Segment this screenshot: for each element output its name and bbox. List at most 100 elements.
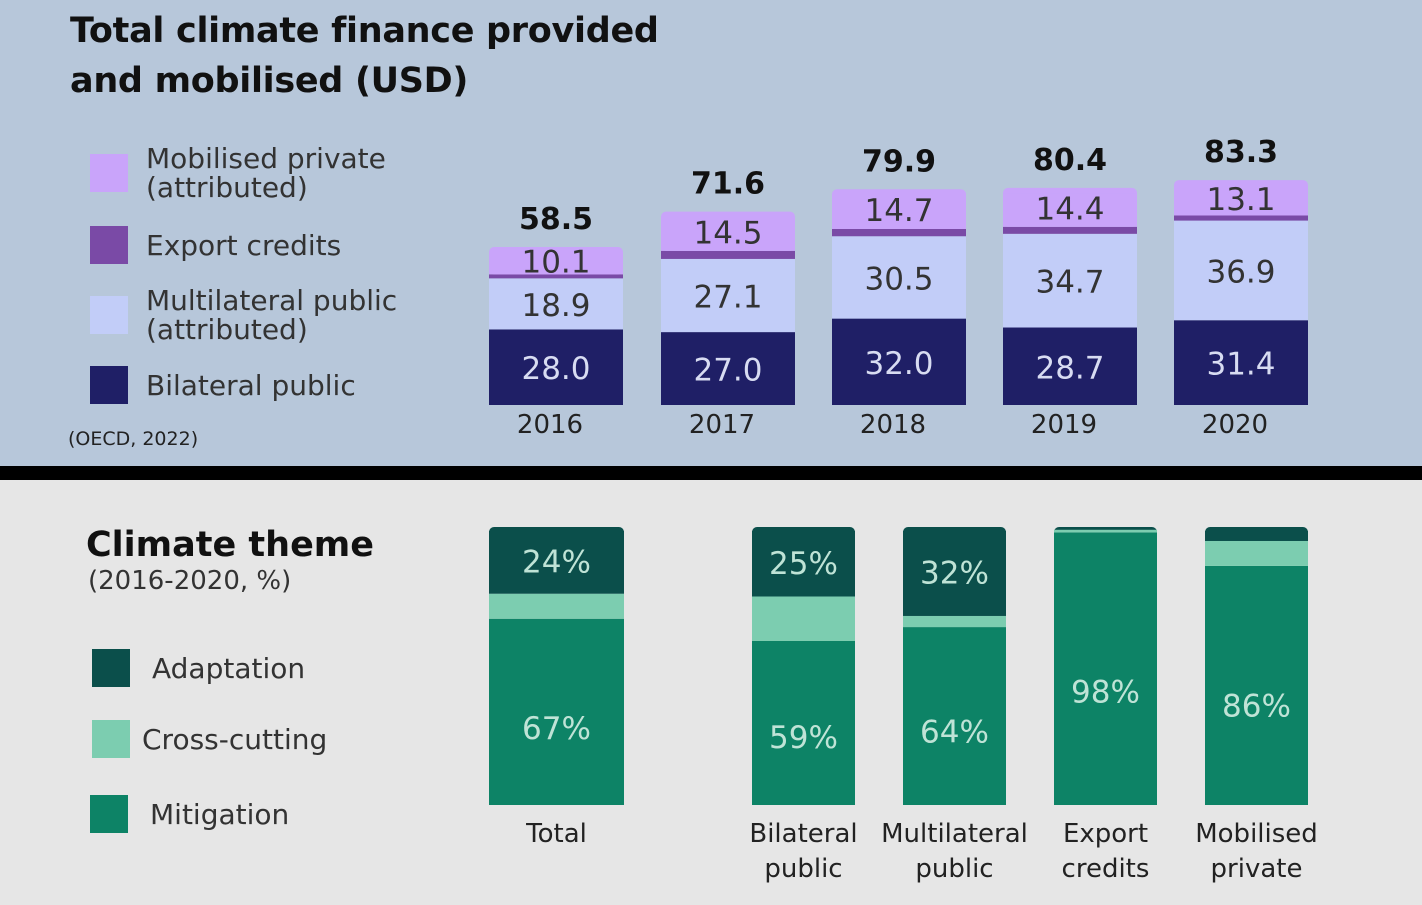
theme-bar-mobilised-private-series-2 xyxy=(1205,531,1308,541)
bar-2017-series-0 xyxy=(661,332,795,405)
bar-2018-series-1 xyxy=(832,236,966,319)
theme-value-label-multilateral-public-0: 64% xyxy=(920,714,989,750)
legend-swatch-crosscutting xyxy=(92,720,130,758)
legend-label-multilateral-line1: Multilateral public xyxy=(146,284,398,317)
value-label-2019-0: 28.7 xyxy=(1035,350,1104,386)
total-label-2017: 71.6 xyxy=(691,167,765,202)
legend-multilateral-public: Multilateral public (attributed) xyxy=(90,286,397,344)
legend-mobilised-private: Mobilised private (attributed) xyxy=(90,144,386,202)
theme-bar-export-credits-series-1 xyxy=(1054,529,1157,533)
legend-bilateral-public: Bilateral public xyxy=(90,366,356,404)
theme-bar-multilateral-public-series-0 xyxy=(903,627,1006,805)
theme-x-tick-bilateral-public-0: Bilateral xyxy=(749,819,857,849)
legend-swatch-mobilised xyxy=(90,154,128,192)
bar-2016-series-2 xyxy=(489,274,623,279)
total-label-2019: 80.4 xyxy=(1033,143,1107,178)
value-label-2018-3: 14.7 xyxy=(864,193,933,229)
legend-label-mobilised-line2: (attributed) xyxy=(146,171,308,204)
bar-2020-series-1 xyxy=(1174,220,1308,321)
theme-bar-bilateral-public-series-1 xyxy=(752,596,855,641)
bar-2016-series-0 xyxy=(489,329,623,405)
bar-2019-series-2 xyxy=(1003,226,1137,234)
value-label-2016-0: 28.0 xyxy=(521,351,590,387)
theme-value-label-total-2: 24% xyxy=(522,544,591,580)
value-label-2019-3: 14.4 xyxy=(1035,191,1104,227)
theme-x-tick-export-credits-0: Export xyxy=(1063,819,1148,849)
value-label-2020-3: 13.1 xyxy=(1206,182,1275,218)
value-label-2016-1: 18.9 xyxy=(521,288,590,324)
theme-value-label-export-credits-0: 98% xyxy=(1071,675,1140,711)
theme-bar-total-series-1 xyxy=(489,593,624,619)
finance-title: Total climate finance provided and mobil… xyxy=(70,6,670,106)
theme-x-tick-export-credits-1: credits xyxy=(1062,854,1150,884)
theme-x-tick-multilateral-public-0: Multilateral xyxy=(881,819,1028,849)
bar-2020-series-2 xyxy=(1174,215,1308,221)
total-label-2018: 79.9 xyxy=(862,144,936,179)
theme-subtitle: (2016-2020, %) xyxy=(88,566,292,596)
theme-bar-multilateral-public-series-1 xyxy=(903,615,1006,628)
bar-2016-series-3-fill xyxy=(489,253,623,275)
bar-2017-series-2 xyxy=(661,250,795,259)
theme-value-label-mobilised-private-0: 86% xyxy=(1222,689,1291,725)
theme-x-tick-mobilised-private-1: private xyxy=(1211,854,1303,884)
x-tick-2016: 2016 xyxy=(517,410,583,440)
legend-swatch-mitigation xyxy=(90,795,128,833)
theme-bar-bilateral-public-series-0 xyxy=(752,640,855,805)
theme-bar-bilateral-public-series-2 xyxy=(752,531,855,597)
legend-swatch-export xyxy=(90,226,128,264)
value-label-2016-3: 10.1 xyxy=(521,245,590,281)
bar-2020-series-3-fill xyxy=(1174,186,1308,216)
theme-value-label-bilateral-public-0: 59% xyxy=(769,720,838,756)
legend-label-mitigation: Mitigation xyxy=(150,797,290,831)
theme-bar-total-series-2 xyxy=(489,531,624,594)
value-label-2018-0: 32.0 xyxy=(864,346,933,382)
theme-value-label-total-0: 67% xyxy=(522,711,591,747)
total-label-2016: 58.5 xyxy=(519,202,593,237)
source-note: (OECD, 2022) xyxy=(68,428,199,450)
x-tick-2017: 2017 xyxy=(689,410,755,440)
legend-label-mobilised-line1: Mobilised private xyxy=(146,142,386,175)
x-tick-2020: 2020 xyxy=(1202,410,1268,440)
bar-2017-series-1 xyxy=(661,258,795,333)
value-label-2017-1: 27.1 xyxy=(693,280,762,316)
legend-label-export: Export credits xyxy=(146,228,342,262)
legend-swatch-bilateral xyxy=(90,366,128,404)
finance-title-line2: and mobilised (USD) xyxy=(70,61,469,101)
legend-export-credits: Export credits xyxy=(90,226,341,264)
bar-2018-series-3-fill xyxy=(832,195,966,229)
bar-2017-series-3-fill xyxy=(661,217,795,251)
legend-label-multilateral: Multilateral public (attributed) xyxy=(146,286,397,344)
legend-swatch-adaptation xyxy=(92,649,130,687)
theme-panel xyxy=(0,480,1422,905)
theme-x-tick-multilateral-public-1: public xyxy=(915,854,993,884)
x-tick-2019: 2019 xyxy=(1031,410,1097,440)
value-label-2018-1: 30.5 xyxy=(864,261,933,297)
theme-x-tick-bilateral-public-1: public xyxy=(764,854,842,884)
theme-title: Climate theme xyxy=(86,525,375,565)
theme-bar-total-series-0 xyxy=(489,618,624,805)
value-label-2020-0: 31.4 xyxy=(1206,347,1275,383)
legend-label-adaptation: Adaptation xyxy=(152,651,306,685)
value-label-2020-1: 36.9 xyxy=(1206,254,1275,290)
legend-cross-cutting: Cross-cutting xyxy=(92,720,327,758)
value-label-2019-1: 34.7 xyxy=(1035,265,1104,301)
value-label-2017-0: 27.0 xyxy=(693,353,762,389)
theme-x-tick-total-0: Total xyxy=(525,819,587,849)
value-label-2017-3: 14.5 xyxy=(693,215,762,251)
legend-label-mobilised: Mobilised private (attributed) xyxy=(146,144,386,202)
x-tick-2018: 2018 xyxy=(860,410,926,440)
legend-label-multilateral-line2: (attributed) xyxy=(146,313,308,346)
legend-label-bilateral: Bilateral public xyxy=(146,368,356,402)
bar-2019-series-3-fill xyxy=(1003,193,1137,227)
panel-divider xyxy=(0,466,1422,480)
bar-2019-series-1 xyxy=(1003,233,1137,328)
legend-label-crosscutting: Cross-cutting xyxy=(142,722,328,756)
legend-adaptation: Adaptation xyxy=(92,649,305,687)
theme-bar-export-credits-series-0 xyxy=(1054,532,1157,805)
bar-2020-series-0 xyxy=(1174,320,1308,405)
theme-x-tick-mobilised-private-0: Mobilised xyxy=(1195,819,1318,849)
finance-title-line1: Total climate finance provided xyxy=(70,11,659,51)
theme-bar-multilateral-public-series-2 xyxy=(903,531,1006,616)
theme-value-label-multilateral-public-2: 32% xyxy=(920,555,989,591)
